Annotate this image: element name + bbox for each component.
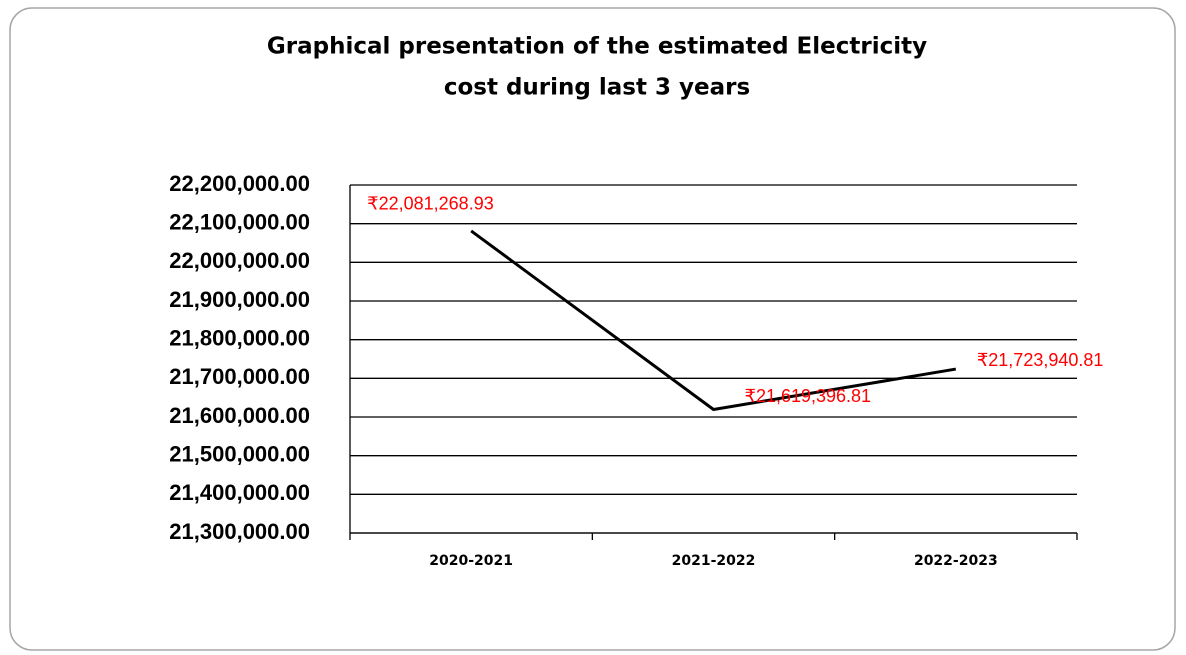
y-tick-label: 21,800,000.00 xyxy=(169,325,310,350)
y-tick-label: 21,300,000.00 xyxy=(169,519,310,544)
x-tick-label: 2021-2022 xyxy=(672,553,756,569)
x-tick-label: 2020-2021 xyxy=(429,553,513,569)
y-tick-label: 21,900,000.00 xyxy=(169,287,310,312)
y-tick-label: 22,100,000.00 xyxy=(169,209,310,234)
x-tick-label: 2022-2023 xyxy=(914,553,998,569)
y-tick-label: 22,000,000.00 xyxy=(169,248,310,273)
chart-title: Graphical presentation of the estimated … xyxy=(267,34,927,60)
y-tick-label: 21,500,000.00 xyxy=(169,441,310,466)
y-tick-label: 21,700,000.00 xyxy=(169,364,310,389)
data-label: ₹21,723,940.81 xyxy=(977,350,1104,370)
line xyxy=(470,229,957,411)
data-label: ₹22,081,268.93 xyxy=(367,194,494,214)
chart-frame xyxy=(9,7,1176,651)
y-tick-label: 21,400,000.00 xyxy=(169,480,310,505)
y-tick-label: 22,200,000.00 xyxy=(169,171,310,196)
chart-title: cost during last 3 years xyxy=(444,75,750,101)
data-label: ₹21,619,396.81 xyxy=(745,386,872,406)
y-tick-label: 21,600,000.00 xyxy=(169,403,310,428)
